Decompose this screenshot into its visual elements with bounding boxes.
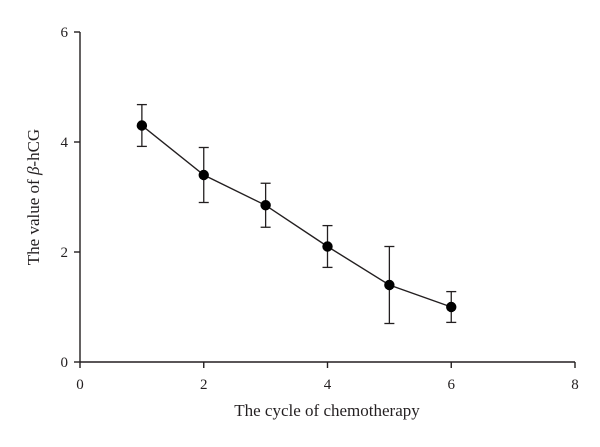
- x-tick-label-6: 6: [448, 377, 456, 393]
- y-axis-title-symbol: β: [24, 166, 43, 176]
- x-ticks: 0 2 4 6 8: [76, 362, 579, 393]
- x-tick-label-8: 8: [571, 377, 579, 393]
- y-axis-title-prefix: The value of: [24, 175, 43, 265]
- data-point-5: [384, 279, 395, 291]
- axes: [79, 32, 575, 363]
- x-axis-title: The cycle of chemotherapy: [234, 401, 420, 420]
- series: [141, 124, 452, 308]
- error-bars: [136, 103, 457, 325]
- y-axis-title: The value of β-hCG: [24, 129, 43, 265]
- data-point-6: [446, 301, 457, 313]
- x-tick-label-0: 0: [76, 377, 84, 393]
- data-point-1: [136, 120, 148, 131]
- y-tick-label-6: 6: [61, 25, 69, 41]
- data-points: [136, 120, 457, 313]
- y-tick-label-2: 2: [61, 245, 69, 261]
- x-tick-label-4: 4: [324, 377, 332, 393]
- data-point-3: [260, 200, 271, 211]
- series-line-0: [141, 124, 452, 308]
- x-tick-label-2: 2: [200, 377, 208, 393]
- y-ticks: 0 2 4 6: [61, 25, 80, 371]
- data-point-2: [198, 169, 209, 181]
- data-point-4: [322, 241, 333, 252]
- y-tick-label-0: 0: [61, 355, 69, 371]
- y-tick-label-4: 4: [61, 135, 69, 151]
- y-axis-title-suffix: -hCG: [24, 129, 43, 167]
